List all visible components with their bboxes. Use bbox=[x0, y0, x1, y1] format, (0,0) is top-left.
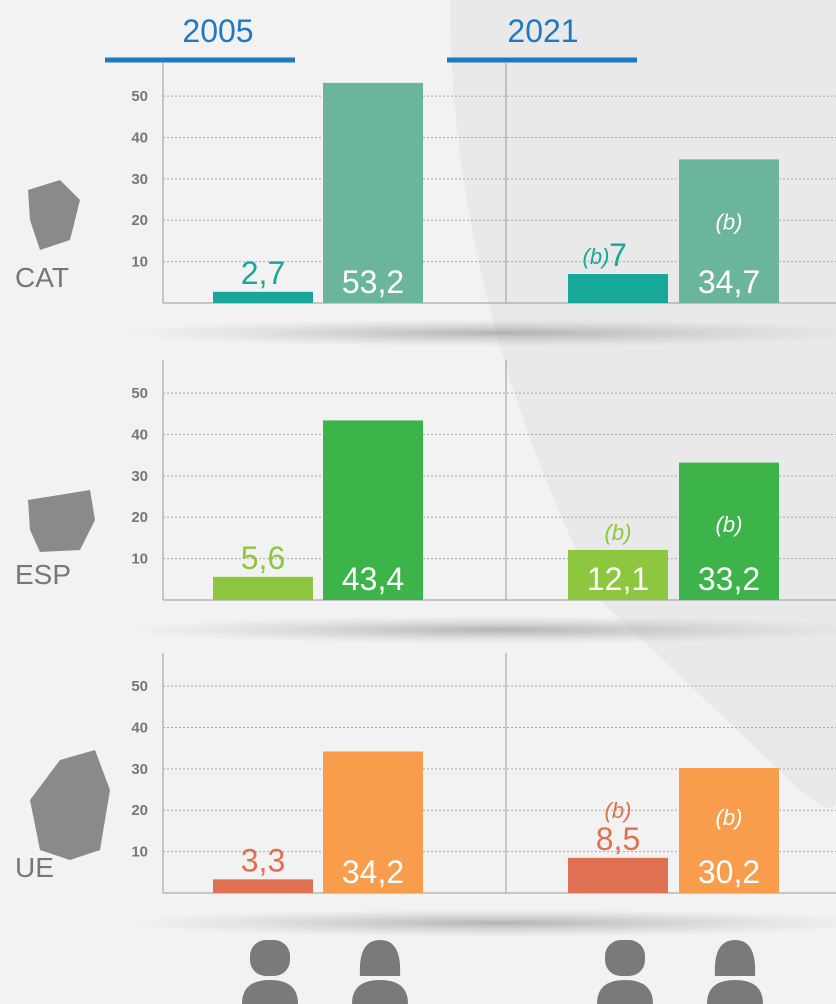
panel-shadow bbox=[120, 616, 836, 644]
bar bbox=[213, 576, 313, 600]
note-label: (b) bbox=[605, 520, 632, 545]
value-label: 34,2 bbox=[342, 854, 404, 890]
y-tick-label: 50 bbox=[131, 88, 148, 105]
person-icons bbox=[242, 940, 763, 1004]
woman-icon bbox=[352, 940, 408, 1004]
value-label: 3,3 bbox=[241, 842, 285, 878]
value-label: 12,1 bbox=[587, 561, 649, 597]
bar bbox=[568, 549, 668, 600]
bar bbox=[213, 879, 313, 893]
value-label: 2,7 bbox=[241, 255, 285, 291]
value-label: 5,6 bbox=[241, 540, 285, 576]
y-tick-label: 20 bbox=[131, 509, 148, 526]
note-label: (b) bbox=[716, 805, 743, 830]
region-map bbox=[28, 490, 95, 552]
y-tick-label: 20 bbox=[131, 212, 148, 229]
bar bbox=[679, 768, 779, 893]
region-label: CAT bbox=[15, 262, 69, 293]
value-label: 43,4 bbox=[342, 561, 404, 597]
value-label: 53,2 bbox=[342, 264, 404, 300]
region-label: UE bbox=[15, 852, 54, 883]
bar bbox=[323, 751, 423, 893]
y-tick-label: 40 bbox=[131, 129, 148, 146]
region-label: ESP bbox=[15, 559, 71, 590]
value-label: 7 bbox=[609, 237, 627, 273]
panel-shadow bbox=[120, 909, 836, 937]
value-label: 8,5 bbox=[596, 821, 640, 857]
woman-icon bbox=[707, 940, 763, 1004]
y-tick-label: 30 bbox=[131, 468, 148, 485]
y-tick-label: 30 bbox=[131, 171, 148, 188]
bar bbox=[568, 857, 668, 893]
y-tick-label: 10 bbox=[131, 551, 148, 568]
y-tick-label: 40 bbox=[131, 426, 148, 443]
note-label: (b) bbox=[716, 512, 743, 537]
region-map bbox=[28, 180, 80, 250]
year-label: 2005 bbox=[182, 13, 253, 49]
y-tick-label: 10 bbox=[131, 844, 148, 861]
region-map bbox=[30, 750, 110, 860]
value-label: 34,7 bbox=[698, 264, 760, 300]
y-tick-label: 40 bbox=[131, 719, 148, 736]
note-label: (b) bbox=[716, 209, 743, 234]
bar bbox=[568, 274, 668, 303]
y-tick-label: 10 bbox=[131, 254, 148, 271]
y-tick-label: 20 bbox=[131, 802, 148, 819]
y-tick-label: 50 bbox=[131, 385, 148, 402]
bar bbox=[213, 291, 313, 303]
year-label: 2021 bbox=[507, 13, 578, 49]
bar bbox=[323, 420, 423, 600]
y-tick-label: 30 bbox=[131, 761, 148, 778]
bar bbox=[679, 159, 779, 303]
note-label: (b) bbox=[583, 244, 610, 269]
man-icon bbox=[242, 940, 298, 1004]
y-tick-label: 50 bbox=[131, 678, 148, 695]
bar bbox=[323, 82, 423, 304]
value-label: 30,2 bbox=[698, 854, 760, 890]
man-icon bbox=[597, 940, 653, 1004]
note-label: (b) bbox=[605, 798, 632, 823]
panel-shadow bbox=[120, 319, 836, 347]
bar bbox=[679, 462, 779, 600]
value-label: 33,2 bbox=[698, 561, 760, 597]
